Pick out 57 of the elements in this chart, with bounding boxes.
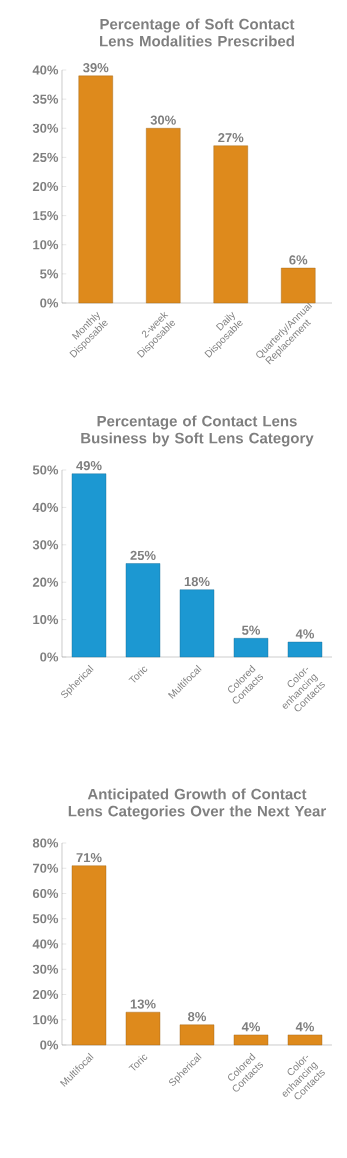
data-label: 71%: [76, 853, 102, 863]
bar: [287, 1034, 323, 1046]
bar: [125, 563, 161, 658]
y-tick-label: 10%: [33, 1015, 59, 1025]
data-label: 5%: [242, 625, 261, 635]
bar: [179, 1024, 215, 1046]
y-tick-label: 10%: [33, 615, 59, 625]
y-tick-label: 30%: [32, 540, 59, 550]
data-label: 49%: [76, 461, 102, 471]
x-tick-label: Toric: [128, 1054, 148, 1071]
bar: [281, 267, 316, 304]
bar: [179, 589, 215, 658]
data-label: 30%: [150, 115, 176, 125]
x-tick-label: Toric: [128, 666, 148, 683]
y-tick-label: 40%: [32, 502, 59, 513]
data-label: 25%: [130, 550, 156, 560]
bar: [233, 1034, 269, 1046]
bar: [71, 473, 107, 658]
bar: [233, 638, 269, 658]
y-tick-label: 80%: [32, 838, 59, 848]
y-tick-label: 70%: [33, 863, 59, 873]
data-label: 4%: [241, 1022, 261, 1032]
data-label: 4%: [295, 629, 315, 639]
data-label: 18%: [184, 576, 210, 587]
y-tick-label: 0%: [40, 298, 59, 308]
y-tick-label: 30%: [32, 123, 59, 133]
y-tick-label: 40%: [32, 939, 59, 949]
chart-title: Anticipated Growth of Contact Lens Categories Over the Next Year: [68, 788, 326, 820]
data-label: 39%: [83, 63, 109, 73]
y-tick-label: 10%: [33, 240, 59, 250]
y-tick-label: 20%: [32, 181, 59, 192]
data-label: 8%: [188, 1012, 207, 1022]
y-tick-label: 0%: [40, 652, 59, 662]
y-tick-label: 35%: [32, 94, 59, 104]
data-label: 27%: [218, 133, 244, 143]
data-label: 4%: [295, 1022, 315, 1032]
chart-title: Percentage of Contact Lens Business by Soft Lens Category: [81, 415, 314, 447]
y-tick-label: 5%: [40, 269, 59, 279]
data-label: 13%: [130, 999, 156, 1009]
bar: [287, 641, 323, 658]
bar: [213, 145, 248, 304]
data-label: 6%: [289, 255, 308, 265]
y-tick-label: 60%: [32, 888, 59, 899]
y-tick-label: 20%: [32, 989, 59, 1000]
bar: [146, 128, 181, 304]
y-tick-label: 20%: [32, 577, 59, 587]
y-tick-label: 0%: [40, 1040, 59, 1050]
bar: [125, 1011, 161, 1046]
y-tick-label: 50%: [32, 914, 59, 924]
y-tick-label: 15%: [33, 211, 59, 221]
y-tick-label: 30%: [32, 964, 59, 974]
y-tick-label: 50%: [32, 465, 59, 475]
chart-title: Percentage of Soft Contact Lens Modalities Prescribed: [100, 18, 295, 47]
bar: [78, 75, 113, 304]
y-tick-label: 40%: [32, 65, 59, 75]
y-tick-label: 25%: [32, 152, 59, 162]
bar: [71, 865, 107, 1046]
